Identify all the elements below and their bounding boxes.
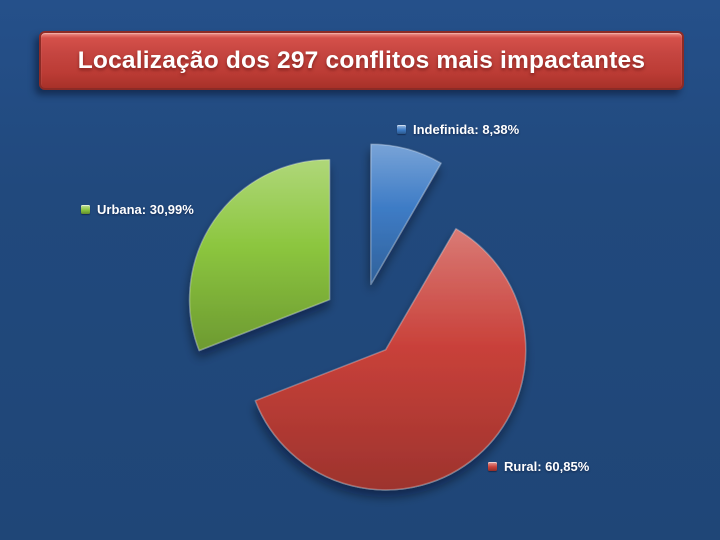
page-title: Localização dos 297 conflitos mais impac… [77, 46, 646, 74]
data-label-rural[interactable]: Rural: 60,85% [488, 459, 589, 474]
data-label-rural-text: Rural: 60,85% [504, 459, 590, 474]
data-label-urbana[interactable]: Urbana: 30,99% [81, 202, 194, 217]
data-label-urbana-text: Urbana: 30,99% [97, 202, 194, 217]
pie-slice-rural[interactable] [254, 227, 527, 491]
legend-marker-urbana-icon [81, 205, 90, 214]
data-label-indefinida[interactable]: Indefinida: 8,38% [397, 122, 519, 137]
legend-marker-rural-icon [488, 462, 497, 471]
pie-slice-indefinida[interactable] [370, 143, 442, 286]
pie-slice-urbana[interactable] [188, 158, 331, 352]
legend-marker-indefinida-icon [397, 125, 406, 134]
data-label-indefinida-text: Indefinida: 8,38% [413, 122, 520, 137]
title-banner[interactable]: Localização dos 297 conflitos mais impac… [39, 31, 684, 90]
